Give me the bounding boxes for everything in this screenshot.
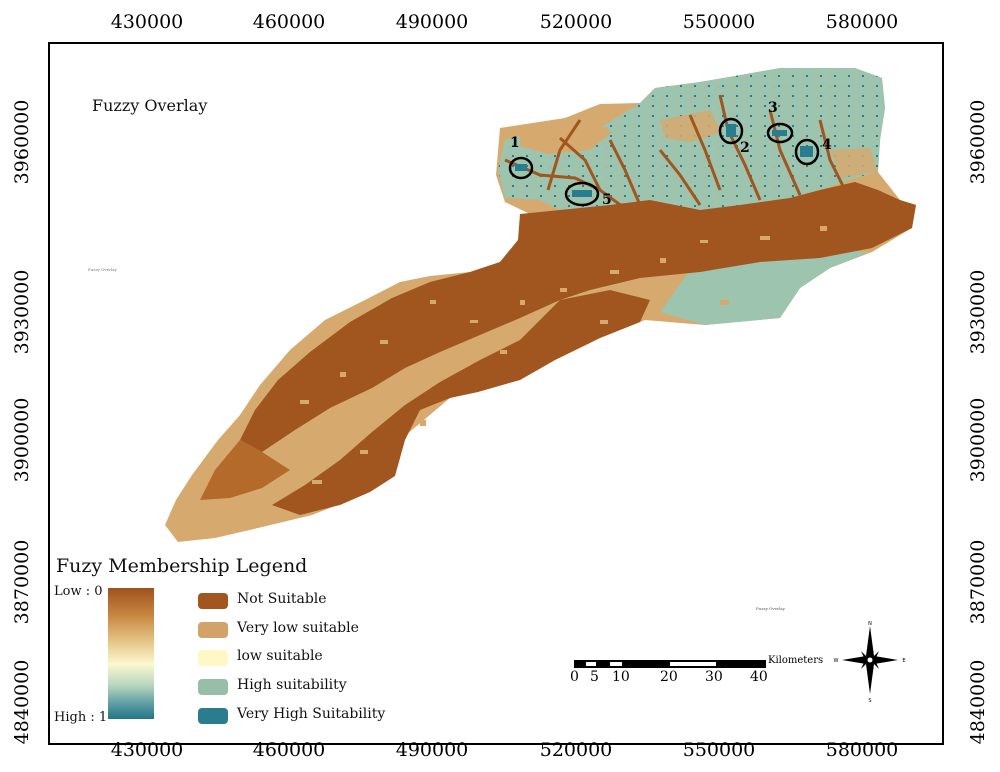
drainage-lines: [504, 94, 847, 214]
scale-label: 5: [590, 669, 599, 685]
tiny-artifact-text: Fuzzy Overlay: [756, 606, 785, 611]
scale-label: 20: [660, 669, 678, 685]
site-label-1: 1: [510, 135, 520, 151]
legend-label: low suitable: [237, 648, 323, 664]
x-tick-top: 490000: [395, 11, 469, 33]
legend-label: Not Suitable: [237, 591, 327, 607]
legend-label: High suitability: [237, 677, 347, 693]
svg-text:S: S: [868, 698, 871, 704]
x-tick-bottom: 520000: [539, 739, 613, 761]
site-label-5: 5: [602, 192, 612, 208]
svg-text:N: N: [868, 621, 872, 627]
site-marker-2: [718, 117, 744, 145]
x-tick-bottom: 490000: [395, 739, 469, 761]
site-label-2: 2: [740, 140, 750, 156]
compass-rose-icon: N S W E: [834, 621, 906, 704]
x-tick-top: 430000: [110, 11, 184, 33]
x-tick-bottom: 460000: [252, 739, 326, 761]
ramp-high-label: High : 1: [54, 710, 108, 725]
x-tick-top: 580000: [825, 11, 899, 33]
transition-speckles: [300, 226, 827, 484]
very-low-patch: [660, 110, 722, 142]
not-suitable-zone: [240, 182, 916, 452]
site-marker-1: [508, 156, 534, 180]
membership-color-ramp: [108, 588, 154, 719]
site-marker-5: [564, 181, 600, 207]
site-marker-3: [766, 122, 794, 144]
not-suitable-zone: [272, 290, 650, 515]
x-tick-top: 550000: [682, 11, 756, 33]
x-tick-bottom: 550000: [682, 739, 756, 761]
legend-label: Very low suitable: [237, 620, 359, 636]
not-suitable-zone: [200, 440, 290, 500]
scale-label: 40: [750, 669, 768, 685]
legend-swatch: [198, 622, 228, 638]
legend-title: Fuzy Membership Legend: [56, 555, 308, 577]
svg-text:W: W: [834, 658, 839, 664]
tiny-artifact-text: Fuzzy Overlay: [88, 267, 117, 272]
x-tick-bottom: 580000: [825, 739, 899, 761]
scale-label: 0: [570, 669, 579, 685]
very-low-patch: [520, 118, 612, 154]
site-marker-4: [794, 138, 820, 166]
x-tick-top: 520000: [539, 11, 613, 33]
scale-label: 30: [705, 669, 723, 685]
site-label-4: 4: [822, 137, 832, 153]
legend-swatch: [198, 708, 228, 724]
site-markers: [508, 117, 820, 207]
very-high-patches: [515, 124, 813, 197]
legend-label: Very High Suitability: [237, 706, 386, 722]
scale-label: 10: [612, 669, 630, 685]
site-label-3: 3: [768, 100, 778, 116]
legend-swatch: [198, 593, 228, 609]
legend-swatch: [198, 650, 228, 666]
map-title: Fuzzy Overlay: [92, 96, 208, 115]
scale-unit-label: Kilometers: [768, 655, 824, 666]
x-tick-bottom: 430000: [110, 739, 184, 761]
ramp-low-label: Low : 0: [54, 584, 103, 599]
very-low-patch: [830, 148, 878, 178]
scale-bar: [574, 660, 766, 668]
x-tick-top: 460000: [252, 11, 326, 33]
svg-text:E: E: [902, 658, 905, 664]
legend-swatch: [198, 679, 228, 695]
